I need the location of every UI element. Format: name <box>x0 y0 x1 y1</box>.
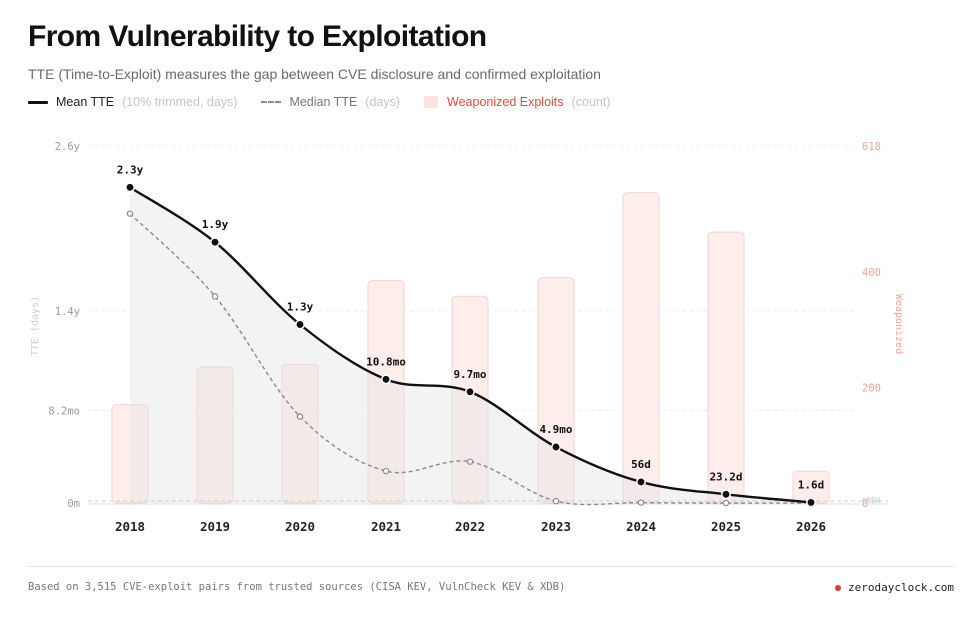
weaponized-bar <box>367 280 405 504</box>
y-left-tick-label: 1.4y <box>55 306 80 318</box>
x-tick-label: 2024 <box>626 519 656 534</box>
bar-swatch-icon <box>424 96 439 108</box>
footer-divider <box>28 566 954 567</box>
mean-tte-point <box>636 477 646 487</box>
source-footnote: Based on 3,515 CVE-exploit pairs from tr… <box>28 581 566 593</box>
x-tick-label: 2022 <box>455 519 485 534</box>
y-left-tick-label: 0m <box>67 498 80 510</box>
y-right-axis-title: Weaponized <box>893 294 904 354</box>
mean-tte-point <box>295 319 305 330</box>
legend-unit: (count) <box>571 95 611 109</box>
legend-label: Mean TTE <box>56 95 115 109</box>
median-tte-point <box>126 210 134 217</box>
mean-tte-point <box>125 182 135 193</box>
x-tick-label: 2019 <box>200 519 230 534</box>
red-dot-icon <box>835 584 842 591</box>
weaponized-bar <box>196 366 234 504</box>
legend-item-weaponized-exploits[interactable]: Weaponized Exploits (count) <box>424 95 610 109</box>
dashed-line-swatch-icon <box>261 101 282 103</box>
legend-label: Median TTE <box>289 95 358 109</box>
mean-tte-data-label: 9.7mo <box>453 368 486 381</box>
mean-tte-data-label: 4.9mo <box>539 423 572 436</box>
mean-tte-data-label: 56d <box>631 458 651 471</box>
legend-item-median-tte[interactable]: Median TTE (days) <box>261 95 400 109</box>
weaponized-bar <box>622 192 660 504</box>
median-tte-point <box>637 499 645 506</box>
chart-subtitle: TTE (Time-to-Exploit) measures the gap b… <box>28 66 601 82</box>
x-tick-label: 2020 <box>285 519 315 534</box>
mean-tte-point <box>551 442 561 452</box>
mean-tte-data-label: 2.3y <box>117 163 144 176</box>
brand-label: zerodayclock.com <box>848 581 954 594</box>
legend: Mean TTE (10% trimmed, days) Median TTE … <box>28 94 634 110</box>
baseline-note: KNEW <box>862 496 881 505</box>
y-left-tick-label: 8.2mo <box>48 406 80 418</box>
y-right-tick-label: 618 <box>862 141 881 153</box>
median-tte-line <box>129 213 812 506</box>
mean-tte-point <box>721 489 731 500</box>
mean-tte-data-label: 1.3y <box>287 301 314 314</box>
median-tte-point <box>296 413 304 420</box>
mean-area <box>130 187 811 503</box>
median-tte-point <box>466 458 474 465</box>
median-tte-point <box>382 467 390 475</box>
solid-line-swatch-icon <box>28 100 48 104</box>
y-left-axis-title: TTE (days) <box>30 296 41 356</box>
x-tick-label: 2021 <box>371 519 401 534</box>
x-tick-label: 2025 <box>711 519 741 534</box>
mean-tte-data-label: 1.9y <box>202 218 229 231</box>
median-tte-point <box>211 293 219 300</box>
chart-title: From Vulnerability to Exploitation <box>28 20 487 53</box>
mean-tte-data-label: 1.6d <box>798 478 825 491</box>
mean-tte-point <box>210 237 220 248</box>
y-right-tick-label: 400 <box>862 267 881 279</box>
y-right-tick-label: 200 <box>862 382 881 394</box>
mean-tte-point <box>465 386 475 397</box>
median-tte-point <box>722 499 730 507</box>
x-tick-label: 2018 <box>115 519 145 534</box>
mean-tte-data-label: 23.2d <box>709 470 742 483</box>
weaponized-bar <box>707 231 745 504</box>
mean-tte-data-label: 10.8mo <box>366 355 406 368</box>
legend-item-mean-tte[interactable]: Mean TTE (10% trimmed, days) <box>28 95 237 109</box>
legend-unit: (days) <box>365 95 401 109</box>
mean-tte-point <box>381 374 391 385</box>
x-tick-label: 2026 <box>796 519 826 534</box>
y-left-tick-label: 2.6y <box>55 141 80 153</box>
weaponized-bar <box>111 404 149 504</box>
x-tick-label: 2023 <box>541 519 571 534</box>
legend-label: Weaponized Exploits <box>447 95 564 109</box>
median-tte-point <box>552 497 560 505</box>
mean-tte-point <box>806 497 816 508</box>
legend-unit: (10% trimmed, days) <box>122 95 238 109</box>
brand-link[interactable]: zerodayclock.com <box>835 581 954 594</box>
